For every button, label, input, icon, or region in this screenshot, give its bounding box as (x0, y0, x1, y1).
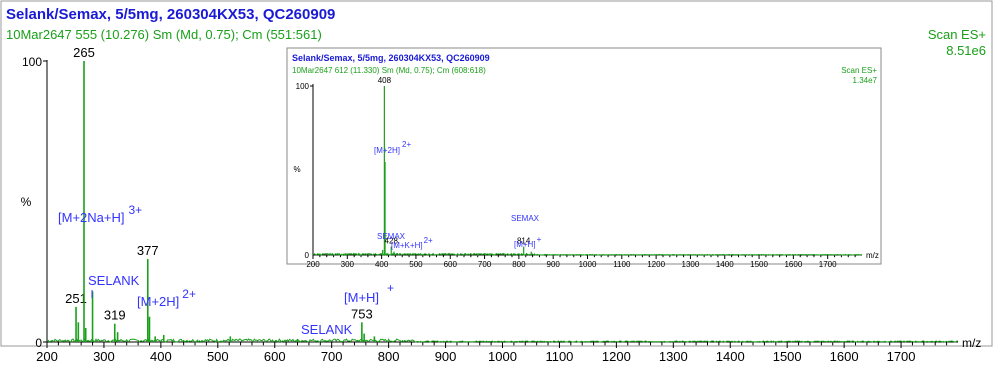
inset-x-tick-label: 800 (512, 260, 526, 269)
inset-y-zero-label: 0 (305, 251, 310, 260)
inset-x-unit: m/z (866, 251, 879, 260)
main-x-tick-label: 1700 (887, 349, 916, 364)
main-annot-selank-b: SELANK (301, 322, 353, 337)
inset-x-ticks: 200 300 400 500 600 700 800 900 1000 1100 1200 1300… (306, 255, 856, 269)
main-baseline-noise (46, 337, 959, 343)
main-annot-m2nah: [M+2Na+H] 3+ (58, 203, 142, 225)
main-y-axis-label: % (21, 195, 32, 209)
inset-annot-m2h: [M+2H]2+ (374, 140, 411, 155)
inset-x-tick-label: 1200 (647, 260, 665, 269)
main-x-tick-label: 600 (264, 349, 286, 364)
inset-intensity: 1.34e7 (853, 76, 878, 85)
inset-subtitle: 10Mar2647 612 (11.330) Sm (Md, 0.75); Cm… (292, 66, 486, 75)
inset-x-tick-label: 400 (375, 260, 389, 269)
inset-x-tick-label: 600 (444, 260, 458, 269)
inset-peaks: 408 428 814 (378, 76, 532, 255)
main-x-tick-label: 1300 (659, 349, 688, 364)
main-x-tick-label: 400 (150, 349, 172, 364)
main-x-tick-label: 900 (435, 349, 457, 364)
main-subtitle: 10Mar2647 555 (10.276) Sm (Md, 0.75); Cm… (6, 27, 322, 42)
inset-y-top-label: 100 (296, 82, 310, 91)
inset-x-tick-label: 900 (547, 260, 561, 269)
main-x-ticks: 200 300 400 500 600 700 800 900 1000 1100 1200 1300… (36, 342, 948, 364)
inset-title: Selank/Semax, 5/5mg, 260304KX53, QC26090… (292, 53, 490, 63)
inset-scan-label: Scan ES+ (841, 66, 877, 75)
inset-x-tick-label: 200 (306, 260, 320, 269)
main-x-tick-label: 1600 (830, 349, 859, 364)
main-y-zero-label: 0 (35, 336, 42, 350)
inset-x-tick-label: 1500 (750, 260, 768, 269)
inset-baseline-noise (312, 252, 862, 257)
main-x-tick-label: 1500 (773, 349, 802, 364)
main-x-tick-label: 800 (378, 349, 400, 364)
inset-x-tick-label: 1700 (819, 260, 837, 269)
inset-peak-label: 428 (385, 237, 399, 246)
main-x-tick-label: 1400 (716, 349, 745, 364)
inset-x-tick-label: 300 (341, 260, 355, 269)
main-peak-label: 265 (73, 45, 95, 60)
inset-x-tick-label: 1400 (716, 260, 734, 269)
main-x-tick-label: 1100 (545, 349, 573, 364)
main-scan-label: Scan ES+ (928, 27, 986, 42)
main-peak-label: 251 (65, 291, 87, 306)
inset-x-tick-label: 500 (409, 260, 423, 269)
inset-spectrum: Selank/Semax, 5/5mg, 260304KX53, QC26090… (286, 47, 882, 269)
inset-y-axis-label: % (293, 165, 300, 174)
inset-annot-mkh: [M+K+H]2+ (391, 236, 433, 250)
main-title: Selank/Semax, 5/5mg, 260304KX53, QC26090… (6, 6, 335, 23)
main-peak-label: 753 (351, 306, 373, 321)
main-y-top-label: 100 (22, 55, 42, 69)
inset-annot-semax-b: SEMAX (511, 214, 540, 223)
main-x-unit: m/z (962, 336, 981, 350)
main-annot-selank-a: SELANK (88, 273, 140, 288)
main-annot-mh: [M+H]+ (344, 281, 394, 305)
inset-x-tick-label: 1100 (613, 260, 631, 269)
main-x-tick-label: 700 (321, 349, 343, 364)
inset-x-tick-label: 1600 (784, 260, 802, 269)
main-x-tick-label: 300 (93, 349, 115, 364)
main-peak-label: 319 (104, 308, 126, 323)
main-x-tick-label: 1200 (602, 349, 631, 364)
inset-x-tick-label: 1300 (682, 260, 700, 269)
figure-frame (0, 0, 993, 347)
main-annot-m2h: [M+2H] 2+ (137, 287, 196, 309)
inset-x-tick-label: 700 (478, 260, 492, 269)
main-peak-label: 377 (137, 243, 159, 258)
main-x-tick-label: 1000 (488, 349, 517, 364)
main-x-tick-label: 500 (207, 349, 229, 364)
inset-annot-semax-a: SEMAX (377, 232, 406, 241)
main-intensity: 8.51e6 (946, 43, 986, 58)
inset-peak-label: 408 (378, 76, 392, 85)
main-peaks: 251 265 319 377 753 (65, 45, 376, 342)
inset-annot-mh: [M+H]+ (514, 235, 542, 249)
main-x-tick-label: 200 (36, 349, 58, 364)
inset-x-tick-label: 1000 (579, 260, 597, 269)
inset-frame (286, 47, 882, 265)
inset-peak-label: 814 (517, 237, 531, 246)
